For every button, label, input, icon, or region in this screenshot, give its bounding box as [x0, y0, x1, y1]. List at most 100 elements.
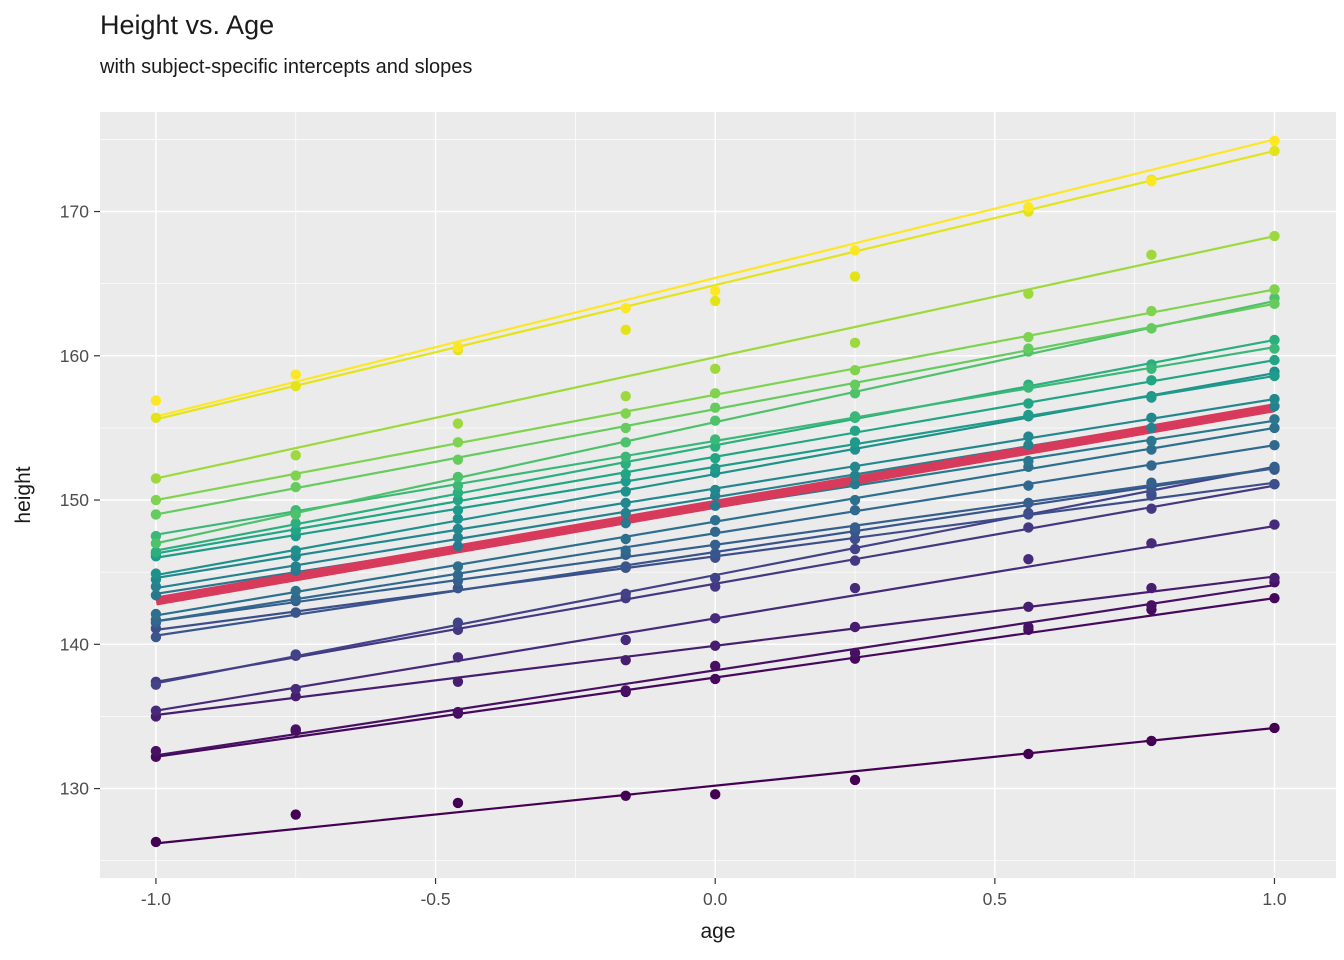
- data-point: [290, 683, 301, 695]
- subject-line: [155, 149, 1275, 421]
- x-tick-label: -1.0: [141, 889, 171, 909]
- data-point: [620, 497, 631, 509]
- data-point: [1146, 323, 1157, 334]
- data-point: [1146, 176, 1157, 187]
- data-point: [290, 607, 301, 618]
- data-point: [1269, 284, 1280, 295]
- data-point: [1023, 480, 1034, 491]
- data-point: [620, 458, 631, 470]
- data-point: [849, 461, 861, 473]
- data-point: [1146, 490, 1157, 501]
- x-tick-label: 0.0: [703, 889, 728, 909]
- x-tick-label: 0.5: [983, 889, 1007, 909]
- data-point: [452, 341, 464, 353]
- data-point: [710, 539, 721, 550]
- data-point: [849, 411, 861, 422]
- data-point: [150, 836, 162, 848]
- data-point: [620, 468, 631, 480]
- data-point: [290, 592, 301, 604]
- data-point: [452, 513, 464, 525]
- data-point: [150, 412, 162, 424]
- data-point: [290, 545, 301, 556]
- data-point: [1269, 478, 1280, 490]
- data-point: [1146, 735, 1157, 747]
- data-point: [1023, 455, 1034, 467]
- data-point: [1023, 601, 1034, 612]
- data-point: [620, 437, 631, 448]
- data-point: [452, 480, 464, 491]
- data-point: [290, 525, 301, 536]
- data-point: [710, 388, 721, 399]
- y-tick-label: 160: [60, 346, 89, 366]
- data-point: [150, 494, 162, 506]
- data-point: [290, 724, 301, 735]
- x-axis-title: age: [700, 920, 735, 943]
- data-point: [1023, 522, 1034, 533]
- data-point: [849, 494, 861, 506]
- data-point: [620, 422, 631, 434]
- data-point: [849, 388, 861, 399]
- data-point: [1269, 572, 1280, 584]
- data-point: [1023, 398, 1034, 409]
- data-point: [1269, 440, 1280, 451]
- data-point: [620, 302, 631, 314]
- data-point: [290, 450, 301, 461]
- data-point: [1146, 460, 1157, 471]
- data-point: [849, 425, 861, 437]
- data-point: [1269, 298, 1280, 310]
- data-point: [710, 441, 721, 452]
- data-point: [1146, 582, 1157, 594]
- data-point: [620, 476, 631, 487]
- data-point: [710, 640, 721, 651]
- data-point: [150, 745, 162, 757]
- data-point: [1269, 401, 1280, 412]
- data-point: [150, 590, 162, 601]
- data-point: [452, 418, 464, 429]
- data-point: [1269, 422, 1280, 434]
- data-point: [620, 654, 631, 666]
- data-point: [452, 487, 464, 499]
- data-point: [1146, 249, 1157, 261]
- data-point: [1023, 497, 1034, 509]
- data-point: [710, 548, 721, 559]
- data-point: [1269, 592, 1280, 604]
- data-point: [849, 555, 861, 566]
- data-point: [1269, 135, 1280, 147]
- data-point: [1023, 202, 1034, 213]
- data-point: [1269, 393, 1280, 405]
- data-point: [452, 504, 464, 516]
- data-point: [849, 543, 861, 555]
- data-point: [1023, 748, 1034, 760]
- data-point: [150, 473, 162, 484]
- chart-title: Height vs. Age: [100, 10, 275, 40]
- x-tick-label: 1.0: [1262, 889, 1287, 909]
- data-point: [150, 538, 162, 549]
- data-point: [290, 649, 301, 660]
- data-point: [1146, 422, 1157, 434]
- data-point: [849, 365, 861, 376]
- data-point: [1269, 519, 1280, 530]
- data-point: [620, 324, 631, 336]
- data-point: [710, 526, 721, 537]
- data-point: [849, 522, 861, 533]
- y-tick-label: 130: [60, 779, 89, 799]
- data-point: [849, 444, 861, 455]
- data-point: [1023, 331, 1034, 343]
- data-point: [849, 470, 861, 481]
- data-point: [290, 691, 301, 702]
- data-point: [290, 517, 301, 529]
- data-point: [849, 774, 861, 786]
- data-point: [620, 588, 631, 600]
- data-point: [710, 673, 721, 685]
- data-point: [150, 395, 162, 406]
- data-point: [1269, 414, 1280, 425]
- data-point: [849, 245, 861, 256]
- data-point: [452, 471, 464, 483]
- data-point: [290, 369, 301, 380]
- data-point: [849, 533, 861, 545]
- data-point: [620, 533, 631, 545]
- data-point: [452, 532, 464, 543]
- data-point: [1146, 538, 1157, 549]
